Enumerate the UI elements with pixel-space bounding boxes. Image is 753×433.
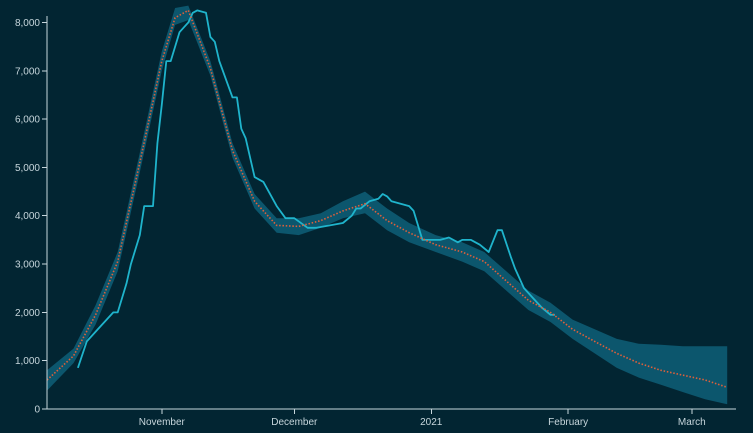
y-tick-label: 3,000 bbox=[15, 260, 40, 271]
fitted-series-layer bbox=[46, 9, 728, 389]
uncertainty-band-layer bbox=[47, 5, 728, 405]
x-tick-label: February bbox=[548, 417, 588, 428]
x-axis: November December 2021 February March bbox=[47, 408, 736, 428]
x-tick-label: March bbox=[678, 417, 706, 428]
observed-series-layer bbox=[77, 9, 555, 369]
x-tick-label: 2021 bbox=[420, 417, 443, 428]
uncertainty-band bbox=[47, 5, 728, 405]
y-axis: 0 1,000 2,000 3,000 4,000 5,000 6,000 7,000 8,00… bbox=[15, 16, 48, 416]
y-tick-label: 1,000 bbox=[15, 356, 40, 367]
observed-line bbox=[77, 9, 555, 369]
y-tick-label: 6,000 bbox=[15, 115, 40, 126]
y-tick-label: 7,000 bbox=[15, 66, 40, 77]
y-tick-label: 4,000 bbox=[15, 211, 40, 222]
y-tick-label: 5,000 bbox=[15, 163, 40, 174]
y-tick-label: 8,000 bbox=[15, 18, 40, 29]
x-tick-label: December bbox=[271, 417, 318, 428]
x-tick-label: November bbox=[139, 417, 186, 428]
fitted-line bbox=[46, 9, 728, 389]
y-tick-label: 0 bbox=[34, 405, 40, 416]
y-tick-label: 2,000 bbox=[15, 308, 40, 319]
